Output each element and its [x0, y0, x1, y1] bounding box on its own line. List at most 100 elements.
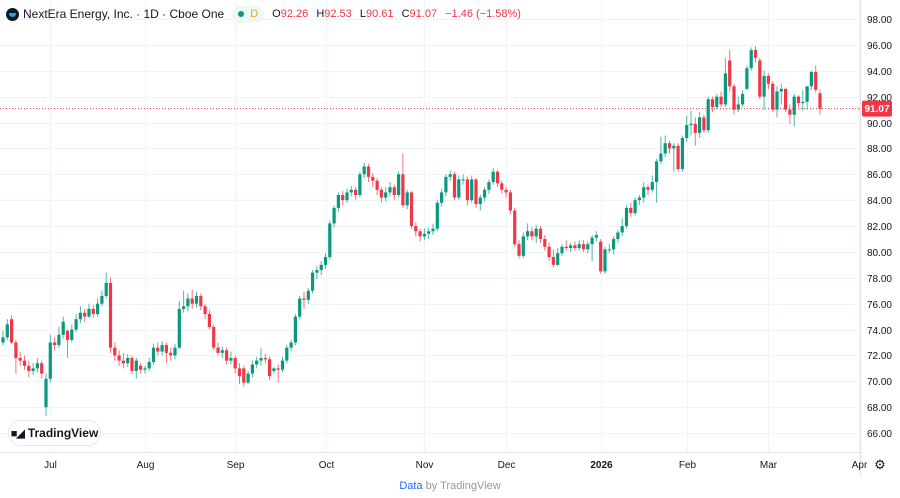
candle-up [186, 293, 190, 312]
candle-body [388, 187, 392, 193]
gear-icon[interactable]: ⚙ [874, 457, 886, 472]
candle-body [448, 174, 452, 177]
candle-up [259, 347, 263, 366]
candle-down [710, 96, 715, 113]
candle-up [659, 136, 663, 164]
candle-down [237, 363, 242, 384]
candle-body [741, 94, 745, 105]
candle-body [715, 96, 719, 107]
candlestick-chart[interactable]: 98.00 96.00 94.00 92.00 90.00 88.00 86.00 84.00… [0, 0, 900, 478]
candle-body [745, 68, 749, 89]
candle-down [169, 347, 173, 361]
candle-down [91, 304, 95, 318]
time-axis[interactable]: Jul Aug Sep Oct Nov Dec 2026 Feb Mar Apr [44, 460, 868, 471]
candle-body [96, 303, 100, 315]
candle-body [766, 75, 770, 84]
candle-down [375, 178, 379, 195]
candle-down [263, 354, 267, 364]
candle-body [504, 189, 508, 193]
candle-body [306, 290, 310, 300]
candle-body [194, 295, 199, 304]
candle-body [758, 60, 762, 97]
candle-up [526, 223, 530, 241]
candle-body [637, 197, 641, 201]
candle-body [70, 329, 74, 340]
candle-body [48, 342, 52, 379]
candle-up [620, 218, 624, 237]
candle-up [388, 182, 392, 197]
time-tick-label: Feb [679, 460, 697, 471]
candle-down [766, 73, 770, 89]
candle-up [698, 112, 702, 139]
candle-down [581, 240, 586, 252]
candle-up [741, 90, 745, 107]
tradingview-logo[interactable]: ■◢ TradingView [9, 421, 100, 445]
candle-body [586, 244, 590, 250]
symbol-title[interactable]: NextEra Energy, Inc. · 1D · Cboe One [23, 7, 225, 21]
candle-body [375, 180, 379, 190]
candle-down [354, 187, 358, 201]
candle-down [547, 242, 551, 261]
candle-body [143, 368, 147, 370]
candle-up [427, 227, 431, 239]
candle-body [169, 352, 173, 356]
candle-body [431, 228, 435, 232]
candle-body [612, 238, 616, 250]
candle-body [379, 189, 383, 198]
candle-up [323, 253, 328, 269]
candle-up [48, 334, 52, 383]
price-tick-label: 78.00 [867, 274, 892, 285]
candle-down [242, 365, 246, 387]
price-axis[interactable]: 98.00 96.00 94.00 92.00 90.00 88.00 86.00 84.00… [867, 15, 892, 440]
candle-body [465, 179, 469, 201]
candle-up [556, 248, 560, 267]
candle-body [336, 194, 340, 208]
price-tick-label: 98.00 [867, 15, 892, 26]
candle-body [723, 73, 727, 105]
candle-body [603, 249, 607, 272]
close-label: C [401, 8, 410, 20]
price-tick-label: 74.00 [867, 326, 892, 337]
candle-up [642, 182, 646, 203]
candle-up [715, 94, 719, 110]
market-status-badge[interactable]: D [232, 5, 265, 23]
candle-up [194, 292, 199, 308]
candle-down [203, 303, 207, 320]
candle-up [397, 171, 401, 198]
candle-up [293, 314, 297, 346]
market-open-dot-icon [238, 11, 245, 17]
candle-up [285, 345, 289, 364]
candle-up [298, 295, 302, 320]
candle-up [319, 260, 323, 276]
candle-body [478, 197, 482, 205]
candle-body [779, 88, 783, 92]
candle-body [818, 93, 822, 109]
candle-down [814, 65, 818, 93]
candle-up [607, 244, 611, 254]
candle-down [646, 184, 650, 195]
price-tick-label: 94.00 [867, 67, 892, 78]
candle-body [796, 96, 801, 104]
candle-body [220, 350, 224, 353]
candle-up [594, 231, 598, 242]
price-tick-label: 92.00 [867, 93, 892, 104]
candle-body [151, 347, 156, 362]
candle-down [504, 187, 508, 198]
candle-down [392, 184, 396, 201]
candle-body [182, 306, 186, 309]
candle-up [491, 167, 495, 185]
candle-up [384, 187, 388, 202]
candle-body [814, 72, 818, 90]
symbol-legend[interactable]: NextEra Energy, Inc. · 1D · Cboe One D O… [6, 5, 526, 23]
candle-body [22, 360, 27, 366]
candle-body [663, 143, 667, 154]
candle-up [96, 298, 100, 317]
candle-down [53, 337, 57, 351]
candle-body [500, 183, 504, 190]
candle-body [551, 257, 555, 265]
candle-up [560, 244, 564, 256]
candle-up [487, 179, 491, 194]
data-link[interactable]: Data [399, 480, 423, 492]
candle-down [796, 95, 801, 107]
candle-body [491, 171, 495, 183]
